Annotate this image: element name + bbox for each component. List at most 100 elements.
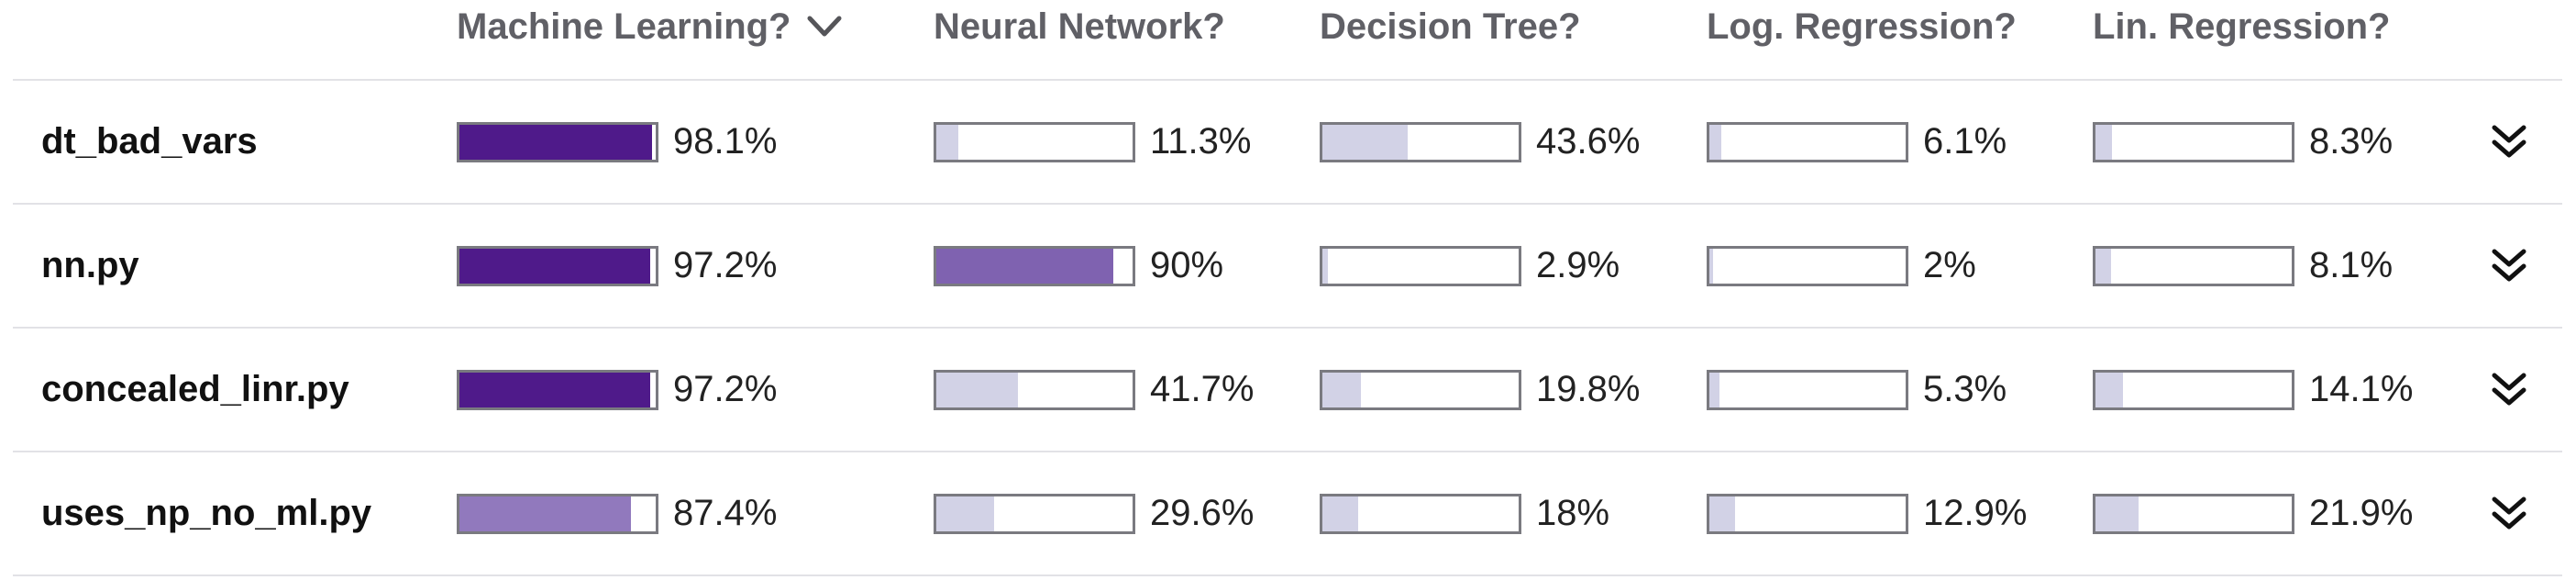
probability-value: 14.1% [2309,369,2414,409]
row-name: dt_bad_vars [41,121,258,162]
cell-machine-learning: 98.1% [457,81,777,203]
probability-bar [1707,493,1908,534]
probability-bar-fill [459,124,652,160]
probability-bar [1320,121,1521,162]
probability-bar [457,121,658,162]
probability-bar-fill [936,372,1019,407]
probability-value: 98.1% [673,121,778,162]
table-row[interactable]: nn.py 97.2% 90% 2.9% 2% 8.1% [13,205,2562,329]
probability-bar-fill [936,496,995,531]
probability-bar [1707,245,1908,286]
probability-bar-fill [936,124,959,160]
double-chevron-down-icon[interactable] [2489,329,2529,451]
probability-value: 12.9% [1923,493,2028,533]
probability-value: 6.1% [1923,121,2007,162]
cell-decision-tree: 2.9% [1320,205,1620,327]
probability-bar [2093,369,2294,410]
probability-bar-fill [459,496,632,531]
cell-lin-regression: 8.3% [2093,81,2393,203]
probability-bar-fill [459,372,650,407]
probability-bar [457,245,658,286]
probability-bar-fill [1709,496,1735,531]
cell-decision-tree: 18% [1320,452,1609,574]
column-header-machine-learning[interactable]: Machine Learning? [457,4,843,50]
double-chevron-down-icon[interactable] [2489,452,2529,574]
cell-neural-network: 11.3% [934,81,1251,203]
probability-bar-fill [2095,124,2112,160]
probability-value: 97.2% [673,369,778,409]
cell-neural-network: 29.6% [934,452,1254,574]
probability-bar-fill [1322,496,1358,531]
column-header-lin-regression[interactable]: Lin. Regression? [2093,6,2391,47]
probability-value: 5.3% [1923,369,2007,409]
probability-bar [2093,121,2294,162]
cell-decision-tree: 19.8% [1320,329,1640,451]
cell-lin-regression: 14.1% [2093,329,2413,451]
results-table: Machine Learning? Neural Network? Decisi… [13,0,2562,576]
probability-bar-fill [1709,372,1720,407]
probability-value: 19.8% [1536,369,1641,409]
probability-bar-fill [936,248,1113,284]
table-row[interactable]: uses_np_no_ml.py 87.4% 29.6% 18% 12.9% 21.9% [13,452,2562,576]
row-name: nn.py [41,245,139,285]
probability-bar [1320,245,1521,286]
probability-value: 21.9% [2309,493,2414,533]
cell-lin-regression: 21.9% [2093,452,2413,574]
cell-lin-regression: 8.1% [2093,205,2393,327]
probability-value: 90% [1150,245,1224,285]
probability-bar-fill [2095,496,2139,531]
probability-value: 8.3% [2309,121,2394,162]
probability-bar-fill [1709,124,1722,160]
probability-bar [457,493,658,534]
probability-value: 2% [1923,245,1976,285]
cell-decision-tree: 43.6% [1320,81,1640,203]
cell-log-regression: 5.3% [1707,329,2007,451]
probability-bar [1707,369,1908,410]
table-header: Machine Learning? Neural Network? Decisi… [13,0,2562,81]
probability-value: 29.6% [1150,493,1255,533]
probability-bar-fill [1322,372,1362,407]
table-row[interactable]: concealed_linr.py 97.2% 41.7% 19.8% 5.3% 14.1… [13,329,2562,452]
chevron-down-icon[interactable] [806,14,843,39]
probability-bar-fill [459,248,650,284]
probability-value: 43.6% [1536,121,1641,162]
table-body: dt_bad_vars 98.1% 11.3% 43.6% 6.1% 8.3% nn.py 9… [13,81,2562,576]
probability-bar [2093,245,2294,286]
probability-bar [2093,493,2294,534]
probability-bar [934,245,1135,286]
column-header-decision-tree[interactable]: Decision Tree? [1320,6,1581,47]
probability-value: 8.1% [2309,245,2394,285]
table-row[interactable]: dt_bad_vars 98.1% 11.3% 43.6% 6.1% 8.3% [13,81,2562,205]
probability-bar [457,369,658,410]
probability-bar-fill [2095,372,2124,407]
probability-value: 87.4% [673,493,778,533]
cell-machine-learning: 87.4% [457,452,777,574]
probability-bar-fill [1322,248,1329,284]
probability-bar [934,493,1135,534]
probability-bar-fill [1322,124,1409,160]
probability-value: 2.9% [1536,245,1620,285]
cell-log-regression: 12.9% [1707,452,2027,574]
probability-bar [1320,493,1521,534]
probability-value: 11.3% [1150,121,1252,162]
probability-value: 18% [1536,493,1610,533]
row-name: uses_np_no_ml.py [41,493,372,533]
cell-neural-network: 90% [934,205,1223,327]
column-header-log-regression[interactable]: Log. Regression? [1707,6,2017,47]
cell-machine-learning: 97.2% [457,205,777,327]
probability-value: 97.2% [673,245,778,285]
cell-log-regression: 2% [1707,205,1976,327]
probability-value: 41.7% [1150,369,1255,409]
double-chevron-down-icon[interactable] [2489,81,2529,203]
probability-bar [1707,121,1908,162]
probability-bar-fill [1709,248,1714,284]
column-header-neural-network[interactable]: Neural Network? [934,6,1225,47]
probability-bar [934,369,1135,410]
probability-bar [934,121,1135,162]
cell-neural-network: 41.7% [934,329,1254,451]
double-chevron-down-icon[interactable] [2489,205,2529,327]
cell-log-regression: 6.1% [1707,81,2007,203]
row-name: concealed_linr.py [41,369,349,409]
probability-bar [1320,369,1521,410]
probability-bar-fill [2095,248,2112,284]
